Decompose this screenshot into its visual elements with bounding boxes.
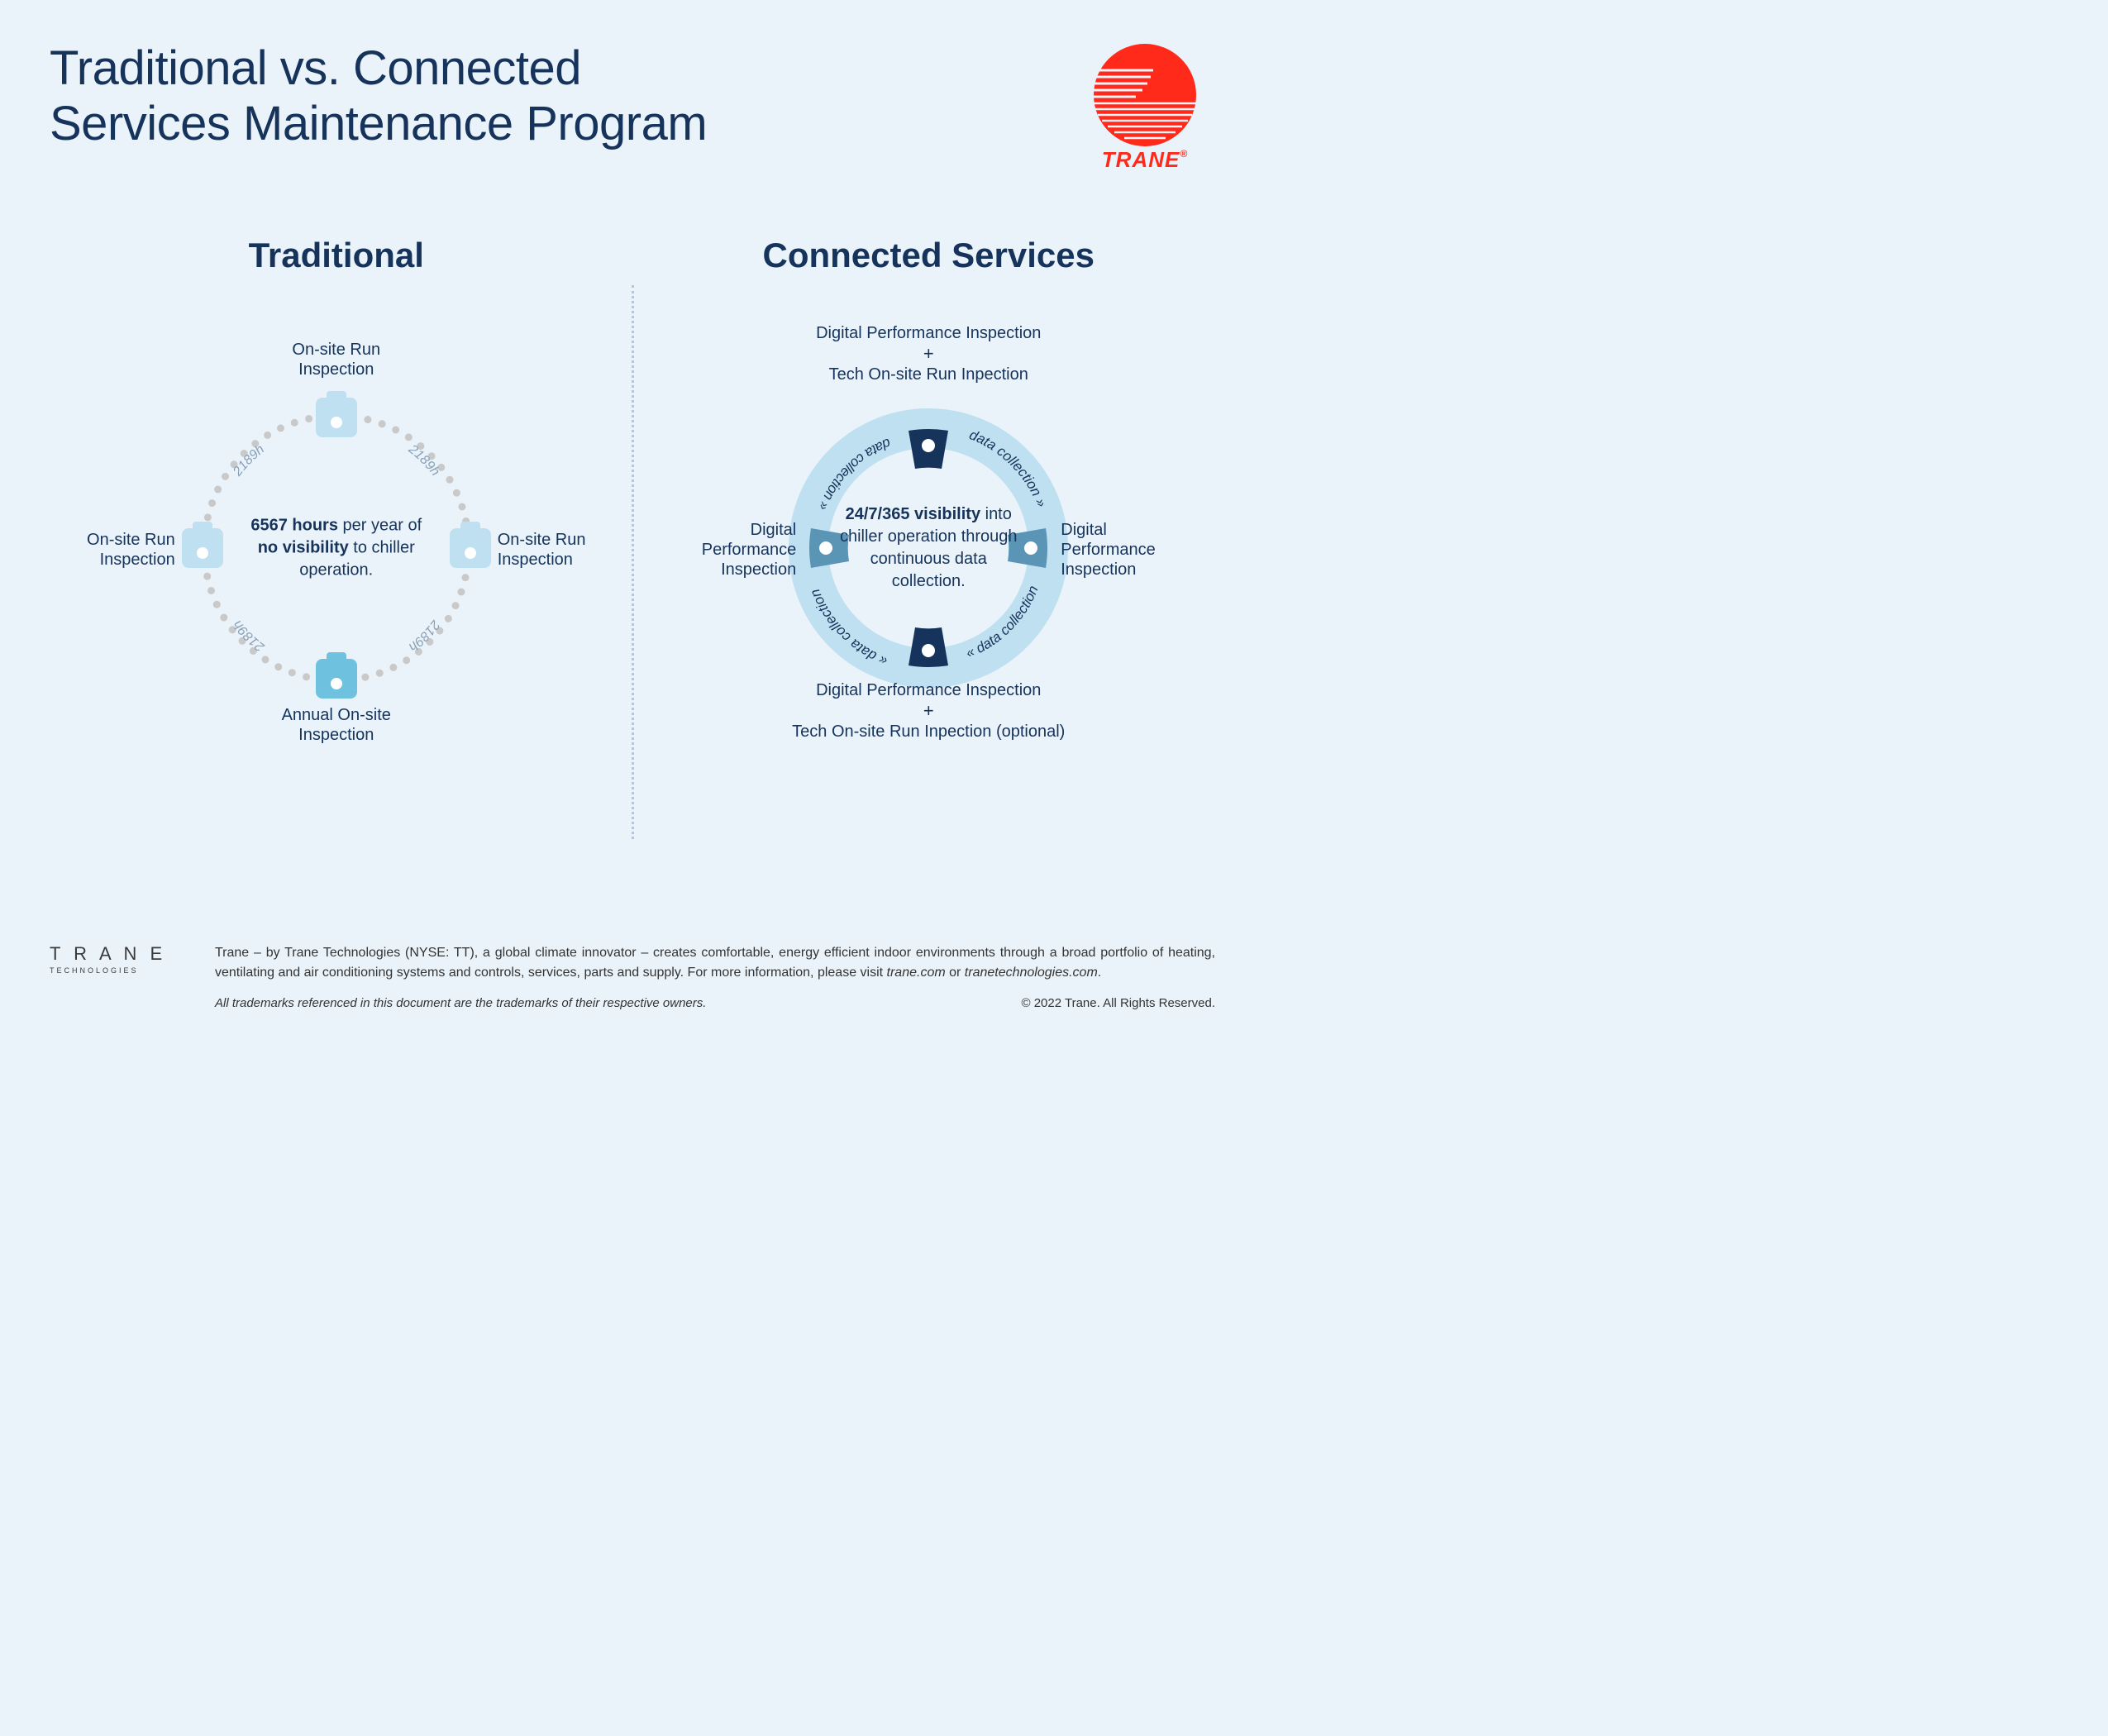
connected-heading: Connected Services (762, 236, 1095, 275)
svg-text:2189h: 2189h (406, 617, 443, 654)
c-label-bottom: Digital Performance Inspection+Tech On-s… (780, 680, 1077, 742)
trane-logo: TRANE® (1075, 41, 1215, 178)
connected-center-text: 24/7/365 visibility into chiller operati… (837, 503, 1019, 593)
ring-node-bottom (909, 627, 948, 667)
node-top (316, 391, 357, 437)
svg-text:2189h: 2189h (230, 442, 267, 479)
node-bottom (316, 652, 357, 699)
label-top: On-site Run Inspection (274, 340, 398, 379)
content-row: Traditional (50, 236, 1215, 872)
trademark-text: All trademarks referenced in this docume… (215, 996, 706, 1010)
svg-text:2189h: 2189h (231, 618, 268, 655)
traditional-column: Traditional (50, 236, 623, 872)
page-title: Traditional vs. Connected Services Maint… (50, 41, 707, 151)
footer: T R A N E TECHNOLOGIES Trane – by Trane … (50, 943, 1215, 1013)
header: Traditional vs. Connected Services Maint… (50, 41, 1215, 178)
traditional-heading: Traditional (249, 236, 424, 275)
traditional-diagram: 2189h 2189h 2189h 2189h 6567 hours per y… (105, 300, 568, 763)
ring-node-top (909, 429, 948, 469)
connected-column: Connected Services (642, 236, 1216, 872)
connected-diagram: data collection » « data collection « da… (697, 300, 1160, 763)
traditional-center-text: 6567 hours per year of no visibility to … (246, 515, 427, 582)
label-right: On-site Run Inspection (498, 530, 605, 570)
label-bottom: Annual On-site Inspection (266, 705, 407, 745)
logo-text: TRANE® (1102, 147, 1188, 172)
node-right (450, 522, 491, 568)
label-left: On-site Run Inspection (68, 530, 175, 570)
copyright-text: © 2022 Trane. All Rights Reserved. (1021, 994, 1215, 1013)
node-left (182, 522, 223, 568)
footer-text: Trane – by Trane Technologies (NYSE: TT)… (215, 943, 1215, 1013)
c-label-right: Digital Performance Inspection (1061, 520, 1168, 579)
c-label-top: Digital Performance Inspection+Tech On-s… (796, 323, 1061, 384)
c-label-left: Digital Performance Inspection (689, 520, 796, 579)
trane-tech-logo: T R A N E TECHNOLOGIES (50, 943, 182, 975)
column-divider (632, 285, 634, 839)
